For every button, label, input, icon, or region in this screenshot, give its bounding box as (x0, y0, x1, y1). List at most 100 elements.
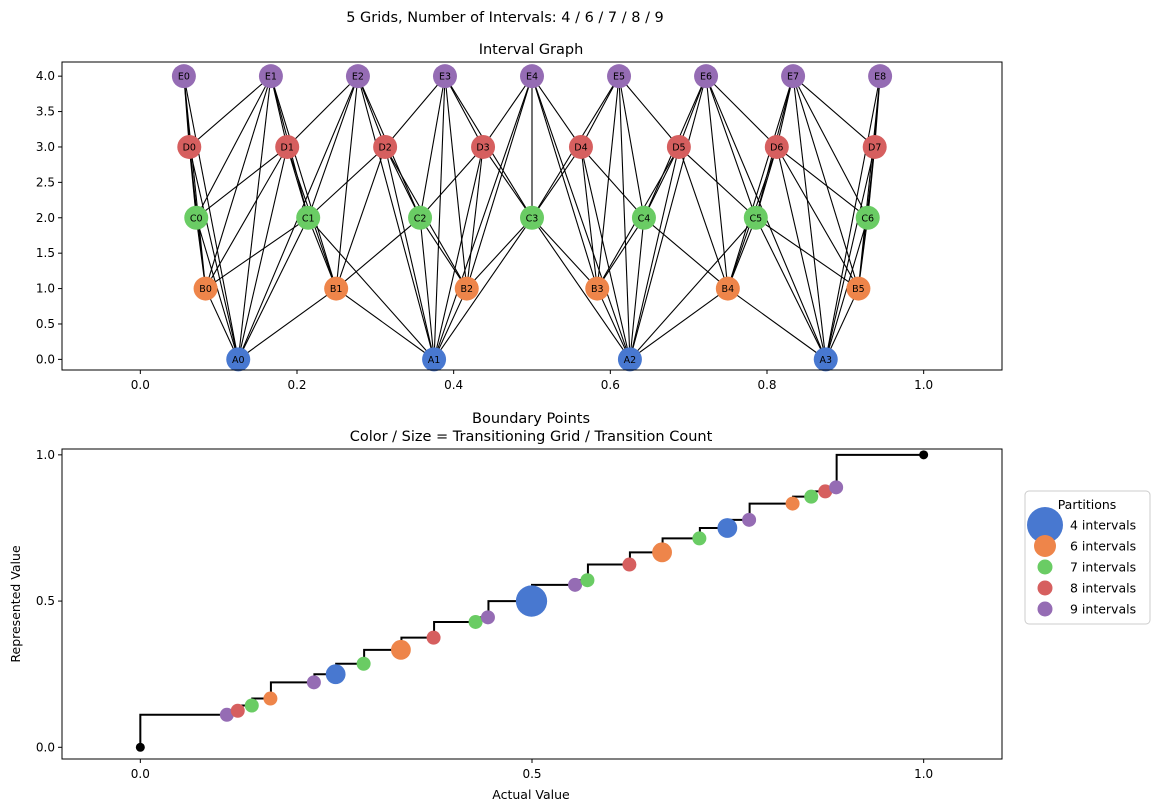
node-label-C2: C2 (414, 213, 427, 224)
node-label-A1: A1 (428, 355, 441, 366)
y-tick-label: 0.0 (36, 352, 55, 366)
boundary-point (263, 691, 278, 706)
node-A3 (813, 347, 838, 372)
graph-edge-A0-B1 (237, 288, 337, 360)
boundary-point (480, 610, 495, 625)
graph-edge-D6-E7 (776, 76, 794, 148)
legend-swatch (1037, 601, 1053, 617)
boundary-points-y-ticks: 0.0 0.5 1.0 (36, 448, 62, 754)
node-label-A0: A0 (232, 355, 245, 366)
node-D1 (275, 134, 300, 159)
node-label-A2: A2 (624, 355, 637, 366)
node-C3 (520, 205, 544, 230)
interval-graph-axes-frame (61, 61, 1003, 371)
node-label-E4: E4 (526, 72, 538, 83)
graph-edge-D1-E2 (286, 75, 359, 148)
y-tick-label: 3.0 (36, 140, 55, 154)
legend-label: 7 intervals (1070, 560, 1136, 575)
node-C2 (408, 205, 433, 230)
interval-graph-panel: Interval Graph A0 A1 A2 A3 B0 B1 B2 B3 B4 B5 C0 C1 C… (36, 42, 1003, 392)
interval-graph-edges (183, 75, 881, 360)
node-label-E0: E0 (178, 72, 190, 83)
graph-edge-B2-E3 (444, 76, 468, 289)
boundary-points-ylabel: Represented Value (8, 545, 23, 663)
graph-edge-A3-D7 (825, 146, 876, 360)
legend-label: 9 intervals (1070, 602, 1136, 617)
x-tick-label: 1.0 (914, 767, 933, 781)
node-label-E8: E8 (874, 72, 886, 83)
node-B5 (846, 276, 871, 301)
graph-edge-B1-C2 (335, 217, 421, 289)
node-D5 (666, 134, 691, 159)
node-label-D5: D5 (672, 142, 685, 153)
x-tick-label: 0.4 (444, 378, 463, 392)
node-label-D1: D1 (281, 142, 294, 153)
graph-edge-A3-E7 (792, 76, 827, 360)
node-label-D4: D4 (574, 142, 587, 153)
boundary-points-title: Boundary Points (472, 411, 590, 427)
x-tick-label: 1.0 (914, 378, 933, 392)
interval-graph-x-ticks: 0.0 0.2 0.4 0.6 0.8 1.0 (131, 370, 933, 392)
graph-edge-A0-D1 (237, 146, 288, 360)
graph-edge-A2-C3 (531, 217, 631, 360)
legend-swatch (1037, 559, 1053, 575)
node-D7 (862, 134, 887, 159)
x-tick-label: 0.5 (522, 767, 541, 781)
node-label-E2: E2 (352, 72, 364, 83)
boundary-point (580, 573, 595, 588)
node-label-C4: C4 (638, 213, 651, 224)
boundary-point (622, 557, 637, 572)
node-D3 (471, 134, 496, 159)
node-label-C3: C3 (526, 213, 539, 224)
graph-edge-A1-C3 (433, 217, 533, 360)
node-B3 (585, 276, 610, 301)
graph-edge-B2-C3 (466, 217, 533, 289)
node-A0 (226, 347, 251, 372)
boundary-point (692, 531, 707, 546)
node-label-A3: A3 (819, 355, 832, 366)
interval-graph-title: Interval Graph (479, 42, 584, 58)
node-B1 (324, 276, 349, 301)
graph-edge-B0-E1 (205, 75, 272, 289)
graph-edge-B5-C5 (755, 217, 859, 290)
y-tick-label: 4.0 (36, 69, 55, 83)
legend-label: 4 intervals (1070, 518, 1136, 533)
legend-title: Partitions (1058, 497, 1117, 512)
node-label-B1: B1 (330, 284, 343, 295)
graph-edge-A3-B5 (825, 288, 859, 360)
node-label-B4: B4 (722, 284, 735, 295)
interval-graph-nodes: A0 A1 A2 A3 B0 B1 B2 B3 B4 B5 C0 C1 C2 C3 C4 C5 C6 D0 D1 D2… (171, 64, 893, 372)
graph-edge-D1-E1 (270, 76, 288, 148)
y-tick-label: 0.0 (36, 740, 55, 754)
node-D4 (568, 134, 593, 159)
node-C5 (743, 205, 768, 230)
partitions-legend: Partitions 4 intervals 6 intervals 7 inter… (1024, 490, 1151, 625)
graph-edge-C0-D1 (195, 146, 288, 219)
graph-edge-B3-D4 (580, 146, 598, 289)
graph-edge-A0-B0 (205, 288, 239, 360)
boundary-point (306, 675, 321, 690)
y-tick-label: 0.5 (36, 317, 55, 331)
boundary-point (515, 585, 548, 617)
x-tick-label: 0.6 (601, 378, 620, 392)
graph-edge-C2-D3 (419, 146, 484, 219)
boundary-point (818, 484, 833, 499)
legend-swatch (1037, 580, 1053, 596)
boundary-point (219, 707, 234, 722)
node-label-B5: B5 (852, 284, 865, 295)
boundary-point (356, 656, 371, 671)
graph-edge-C4-D4 (580, 146, 645, 219)
y-tick-label: 2.5 (36, 175, 55, 189)
node-E3 (432, 64, 457, 89)
graph-edge-C2-D2 (384, 146, 421, 219)
graph-edge-C2-E3 (419, 76, 446, 218)
graph-edge-D4-E5 (580, 75, 620, 148)
node-D0 (177, 134, 202, 159)
graph-edge-A3-B4 (727, 288, 827, 360)
legend-swatch (1034, 535, 1056, 557)
graph-edge-A2-E6 (629, 76, 707, 360)
node-label-E3: E3 (439, 72, 451, 83)
node-D6 (764, 134, 789, 159)
figure-suptitle: 5 Grids, Number of Intervals: 4 / 6 / 7 … (346, 10, 664, 26)
